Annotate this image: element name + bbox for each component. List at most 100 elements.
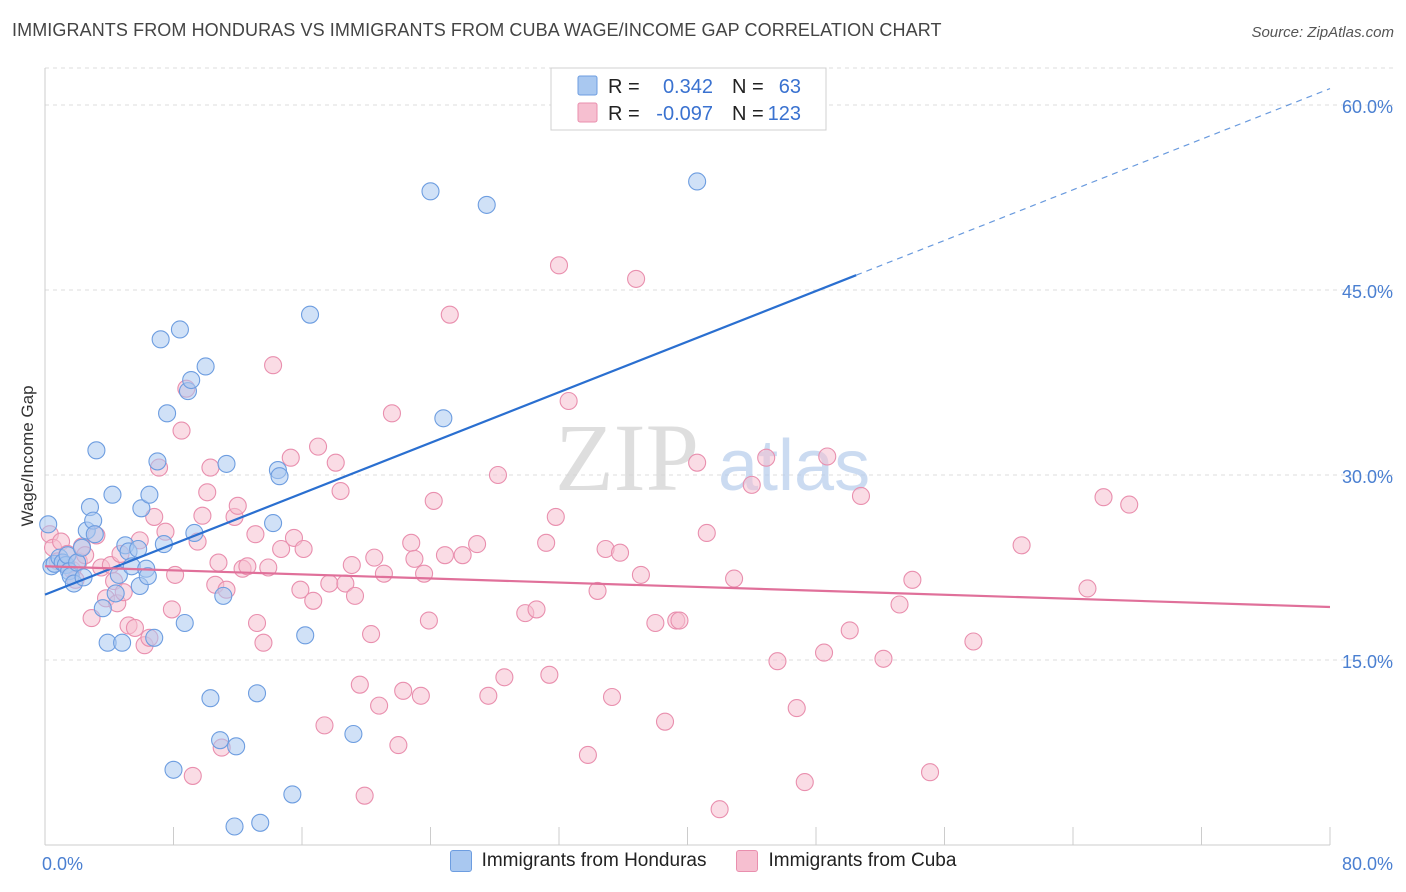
- point-cuba-108: [742, 475, 761, 494]
- point-cuba-65: [355, 786, 374, 805]
- point-honduras-35: [151, 330, 170, 349]
- point-honduras-18: [93, 599, 112, 618]
- point-cuba-117: [874, 649, 893, 668]
- point-cuba-46: [247, 613, 267, 633]
- bottom-legend: Immigrants from Honduras Immigrants from…: [0, 850, 1406, 872]
- watermark-zip: ZIP: [555, 404, 699, 511]
- point-cuba-83: [479, 686, 498, 705]
- point-honduras-17: [87, 441, 106, 460]
- point-cuba-62: [342, 555, 361, 575]
- point-cuba-89: [540, 665, 559, 684]
- point-cuba-60: [331, 481, 350, 501]
- point-honduras-63: [688, 172, 707, 191]
- point-honduras-33: [145, 628, 164, 647]
- point-cuba-106: [710, 800, 729, 819]
- point-cuba-107: [725, 569, 744, 588]
- point-cuba-88: [537, 533, 556, 552]
- point-honduras-52: [251, 813, 270, 832]
- point-honduras-44: [196, 357, 215, 376]
- point-cuba-100: [646, 613, 665, 633]
- point-honduras-50: [227, 737, 246, 756]
- point-cuba-76: [415, 564, 434, 583]
- point-cuba-113: [814, 643, 834, 662]
- point-honduras-56: [283, 785, 302, 804]
- point-cuba-114: [818, 447, 837, 466]
- point-honduras-45: [201, 689, 220, 708]
- point-cuba-82: [468, 535, 487, 554]
- legend-r-label-cuba: R =: [608, 103, 640, 125]
- y-tick-label-15: 15.0%: [1342, 652, 1393, 672]
- point-honduras-29: [132, 499, 151, 518]
- point-cuba-66: [362, 625, 381, 644]
- legend-r-label-honduras: R =: [608, 76, 640, 98]
- trend-line-cuba: [44, 565, 1331, 609]
- point-cuba-115: [840, 621, 859, 640]
- legend-n-value-honduras: 63: [779, 76, 801, 98]
- point-cuba-124: [1094, 488, 1113, 507]
- point-cuba-80: [440, 305, 459, 324]
- point-cuba-34: [193, 506, 212, 525]
- point-honduras-11: [72, 538, 91, 557]
- point-cuba-119: [903, 570, 922, 589]
- point-cuba-72: [394, 681, 413, 700]
- point-honduras-47: [214, 586, 233, 605]
- point-cuba-58: [320, 574, 339, 593]
- legend-swatch-cuba: [577, 102, 598, 123]
- legend-n-label-cuba: N =: [732, 103, 764, 125]
- point-cuba-44: [238, 557, 257, 576]
- point-honduras-48: [217, 454, 236, 473]
- x-tick-label-min: 0.0%: [42, 854, 83, 874]
- point-cuba-38: [209, 553, 228, 572]
- point-cuba-63: [345, 586, 365, 605]
- point-cuba-36: [201, 458, 220, 477]
- point-cuba-32: [183, 766, 202, 785]
- point-honduras-16: [85, 525, 104, 544]
- point-cuba-69: [374, 564, 393, 583]
- point-cuba-45: [246, 525, 265, 544]
- point-honduras-37: [158, 404, 177, 423]
- trend-line-honduras: [44, 274, 857, 596]
- chart-title: IMMIGRANTS FROM HONDURAS VS IMMIGRANTS F…: [12, 20, 942, 40]
- trend-line-honduras-extension: [855, 88, 1331, 276]
- legend-r-value-honduras: 0.342: [663, 76, 713, 98]
- point-cuba-111: [787, 699, 806, 718]
- point-cuba-101: [655, 712, 675, 731]
- point-honduras-62: [477, 195, 496, 214]
- point-honduras-42: [182, 370, 201, 390]
- point-cuba-35: [198, 483, 217, 502]
- watermark-atlas: atlas: [718, 426, 870, 506]
- point-honduras-23: [113, 633, 132, 652]
- point-honduras-0: [39, 515, 58, 534]
- point-cuba-73: [402, 533, 421, 552]
- point-cuba-54: [294, 539, 313, 559]
- series-honduras-points: [39, 172, 707, 836]
- watermark: ZIP atlas: [555, 404, 870, 511]
- bottom-legend-item-cuba: Immigrants from Cuba: [736, 850, 956, 872]
- y-tick-labels: 15.0% 30.0% 45.0% 60.0%: [1342, 97, 1393, 672]
- point-honduras-59: [344, 724, 363, 744]
- point-cuba-90: [546, 507, 565, 526]
- point-cuba-29: [166, 565, 185, 584]
- point-cuba-79: [435, 546, 455, 565]
- chart-source: Source: ZipAtlas.com: [1251, 24, 1394, 41]
- point-cuba-59: [326, 453, 345, 472]
- y-tick-label-60: 60.0%: [1342, 97, 1393, 117]
- point-cuba-118: [890, 595, 909, 614]
- point-cuba-56: [309, 437, 328, 456]
- point-cuba-74: [405, 549, 424, 568]
- point-cuba-121: [964, 632, 983, 651]
- point-cuba-116: [851, 486, 871, 506]
- bottom-legend-label-honduras: Immigrants from Honduras: [481, 850, 707, 871]
- trend-lines: [44, 88, 1331, 609]
- y-tick-label-30: 30.0%: [1342, 467, 1393, 487]
- point-cuba-123: [1078, 579, 1097, 598]
- point-cuba-49: [264, 356, 283, 375]
- point-cuba-42: [228, 496, 247, 515]
- point-cuba-57: [315, 716, 334, 735]
- point-cuba-91: [549, 256, 569, 275]
- point-cuba-99: [631, 565, 650, 584]
- point-cuba-75: [411, 686, 430, 705]
- bottom-legend-label-cuba: Immigrants from Cuba: [768, 850, 957, 871]
- point-cuba-103: [670, 611, 689, 630]
- point-cuba-125: [1120, 495, 1139, 514]
